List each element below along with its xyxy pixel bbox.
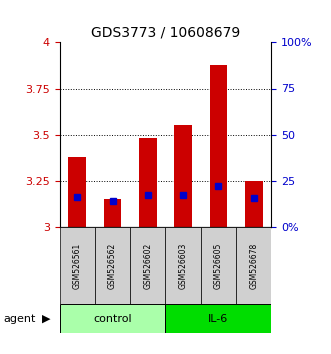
FancyBboxPatch shape xyxy=(166,227,201,304)
Text: GSM526561: GSM526561 xyxy=(73,242,82,289)
Bar xyxy=(174,125,192,227)
FancyBboxPatch shape xyxy=(166,304,271,333)
Text: agent: agent xyxy=(3,314,36,324)
Text: control: control xyxy=(93,314,132,324)
Text: GSM526603: GSM526603 xyxy=(179,242,188,289)
Title: GDS3773 / 10608679: GDS3773 / 10608679 xyxy=(91,26,240,40)
Bar xyxy=(245,181,262,227)
FancyBboxPatch shape xyxy=(60,304,166,333)
Bar xyxy=(69,156,86,227)
Text: GSM526678: GSM526678 xyxy=(249,242,258,289)
FancyBboxPatch shape xyxy=(95,227,130,304)
Text: GSM526605: GSM526605 xyxy=(214,242,223,289)
FancyBboxPatch shape xyxy=(201,227,236,304)
FancyBboxPatch shape xyxy=(236,227,271,304)
Bar xyxy=(210,64,227,227)
FancyBboxPatch shape xyxy=(60,227,95,304)
Text: GSM526562: GSM526562 xyxy=(108,242,117,289)
Bar xyxy=(104,199,121,227)
Bar xyxy=(139,138,157,227)
Text: ▶: ▶ xyxy=(42,314,51,324)
FancyBboxPatch shape xyxy=(130,227,166,304)
Text: IL-6: IL-6 xyxy=(208,314,229,324)
Text: GSM526602: GSM526602 xyxy=(143,242,152,289)
